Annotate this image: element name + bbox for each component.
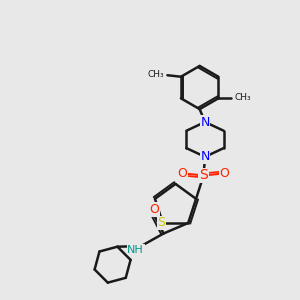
Text: O: O [220, 167, 230, 180]
Text: CH₃: CH₃ [235, 93, 251, 102]
Text: N: N [200, 116, 210, 128]
Text: O: O [149, 203, 159, 216]
Text: CH₃: CH₃ [147, 70, 164, 79]
Text: S: S [157, 217, 165, 230]
Text: O: O [178, 167, 188, 180]
Text: NH: NH [127, 245, 144, 255]
Text: N: N [200, 150, 210, 163]
Text: S: S [199, 168, 208, 182]
